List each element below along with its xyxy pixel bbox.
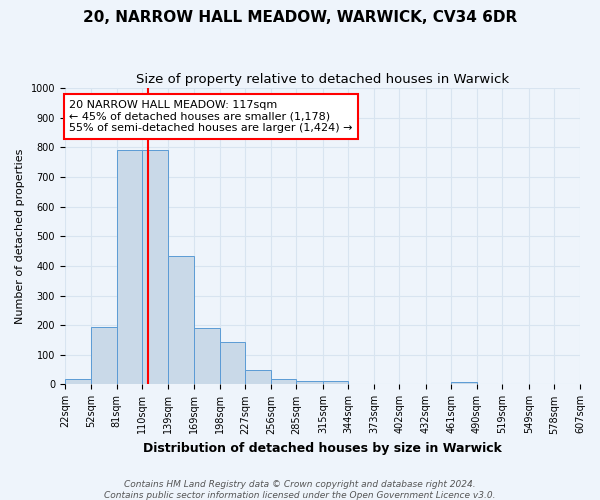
Title: Size of property relative to detached houses in Warwick: Size of property relative to detached ho… <box>136 72 509 86</box>
Bar <box>65 379 91 384</box>
Bar <box>168 256 194 384</box>
Bar <box>194 328 220 384</box>
Bar <box>245 370 271 384</box>
Bar <box>220 342 245 384</box>
Bar <box>117 150 142 384</box>
Text: 20, NARROW HALL MEADOW, WARWICK, CV34 6DR: 20, NARROW HALL MEADOW, WARWICK, CV34 6D… <box>83 10 517 25</box>
Bar <box>451 382 477 384</box>
X-axis label: Distribution of detached houses by size in Warwick: Distribution of detached houses by size … <box>143 442 502 455</box>
Y-axis label: Number of detached properties: Number of detached properties <box>15 148 25 324</box>
Bar <box>142 150 168 384</box>
Text: 20 NARROW HALL MEADOW: 117sqm
← 45% of detached houses are smaller (1,178)
55% o: 20 NARROW HALL MEADOW: 117sqm ← 45% of d… <box>69 100 353 133</box>
Bar <box>91 326 117 384</box>
Bar <box>323 381 349 384</box>
Text: Contains HM Land Registry data © Crown copyright and database right 2024.
Contai: Contains HM Land Registry data © Crown c… <box>104 480 496 500</box>
Bar <box>271 379 296 384</box>
Bar <box>296 381 323 384</box>
